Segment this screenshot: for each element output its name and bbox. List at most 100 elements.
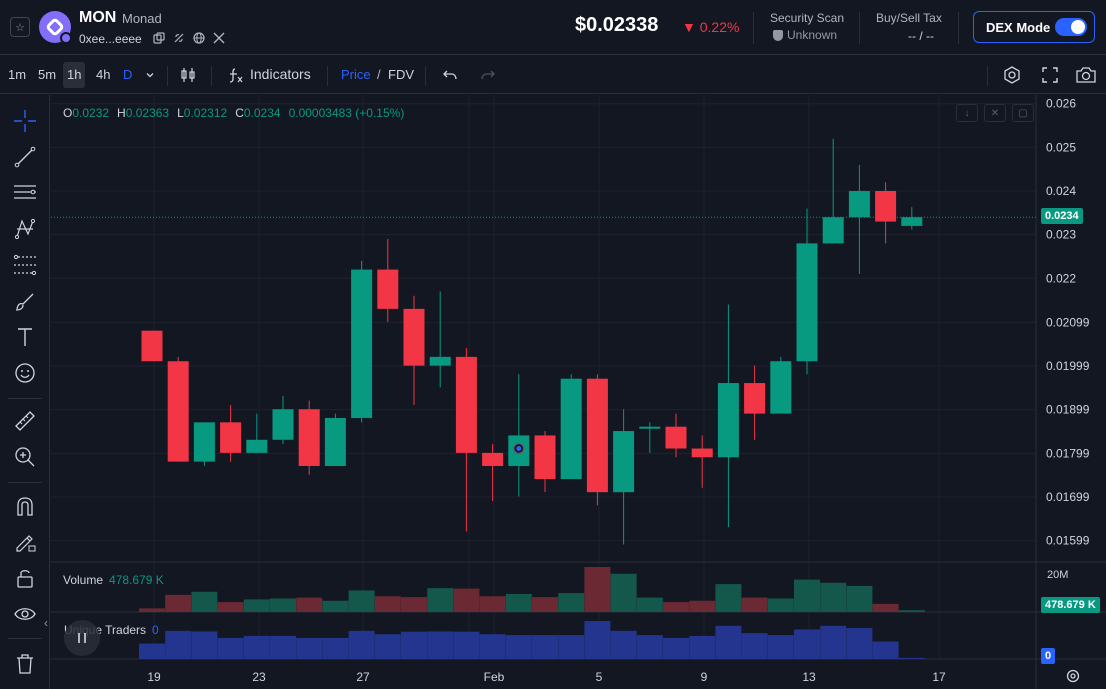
volume-value: 478.679 K bbox=[109, 573, 164, 587]
traders-value: 0 bbox=[152, 623, 159, 637]
volume-bar bbox=[165, 594, 192, 612]
fib-retracement-icon[interactable] bbox=[12, 252, 38, 278]
volume-bar bbox=[689, 600, 716, 612]
pencil-lock-icon[interactable] bbox=[12, 529, 38, 555]
token-symbol: MON bbox=[79, 9, 117, 26]
candle-body bbox=[272, 409, 294, 440]
chevron-down-icon[interactable] bbox=[139, 64, 161, 86]
star-icon[interactable]: ☆ bbox=[10, 17, 30, 37]
trend-line-icon[interactable] bbox=[12, 144, 38, 170]
gear-icon[interactable] bbox=[1064, 667, 1082, 685]
traders-bar bbox=[505, 635, 532, 659]
arrow-down-icon[interactable]: ↓ bbox=[956, 104, 978, 122]
pattern-icon[interactable] bbox=[12, 216, 38, 242]
candlestick-type-icon[interactable] bbox=[177, 64, 199, 86]
volume-bar bbox=[322, 600, 349, 612]
fdv-toggle[interactable]: FDV bbox=[388, 67, 414, 82]
traders-bar bbox=[715, 625, 742, 659]
ruler-icon[interactable] bbox=[12, 408, 38, 434]
price-toggle[interactable]: Price bbox=[341, 67, 371, 82]
undo-icon[interactable] bbox=[439, 64, 461, 86]
traders-bar bbox=[558, 635, 585, 659]
eye-icon[interactable] bbox=[12, 601, 38, 627]
volume-bar bbox=[767, 598, 794, 612]
settings-icon[interactable] bbox=[1001, 64, 1023, 86]
volume-bar bbox=[636, 597, 663, 612]
traders-bar bbox=[139, 643, 165, 659]
candle-body bbox=[403, 308, 425, 366]
volume-bar bbox=[715, 584, 742, 612]
lock-icon[interactable] bbox=[12, 565, 38, 591]
volume-tag: 478.679 K bbox=[1041, 597, 1100, 613]
candle-body bbox=[220, 422, 242, 453]
trash-icon[interactable] bbox=[12, 651, 38, 677]
x-twitter-icon[interactable] bbox=[212, 31, 226, 45]
traders-bar bbox=[322, 637, 349, 659]
traders-bar bbox=[610, 630, 637, 659]
price-axis-label: 0.01699 bbox=[1046, 490, 1090, 504]
emoji-icon[interactable] bbox=[12, 360, 38, 386]
candle-body bbox=[770, 361, 792, 414]
globe-icon[interactable] bbox=[192, 31, 206, 45]
text-icon[interactable] bbox=[12, 324, 38, 350]
price-change: ▼ 0.22% bbox=[682, 19, 740, 35]
ohlc-change: 0.00003483 (+0.15%) bbox=[288, 106, 405, 120]
collapse-icon[interactable]: ✕ bbox=[984, 104, 1006, 122]
magnet-icon[interactable] bbox=[12, 493, 38, 519]
indicators-icon[interactable] bbox=[225, 64, 247, 86]
price-axis-label: 0.01999 bbox=[1046, 359, 1090, 373]
time-axis-label: Feb bbox=[484, 670, 505, 684]
timeframe-1m[interactable]: 1m bbox=[8, 67, 27, 82]
traders-bar bbox=[191, 631, 218, 659]
horizontal-lines-icon[interactable] bbox=[12, 180, 38, 206]
price-chart[interactable]: 0.026 0.025 0.024 0.023 0.022 0.02099 0.01999 0… bbox=[51, 95, 1106, 689]
brush-icon[interactable] bbox=[12, 288, 38, 314]
traders-bar bbox=[636, 635, 663, 659]
security-scan-value[interactable]: Unknown bbox=[773, 28, 837, 42]
candle-body bbox=[351, 269, 373, 418]
volume-bar bbox=[794, 579, 820, 612]
divider bbox=[958, 12, 959, 44]
ohlc-legend: O 0.0232 H 0.02363 L 0.02312 C 0.0234 0.0000… bbox=[63, 106, 405, 120]
price-axis-label: 0.02099 bbox=[1046, 315, 1090, 329]
timeframe-4h[interactable]: 4h bbox=[96, 67, 111, 82]
indicators-button[interactable]: Indicators bbox=[250, 66, 311, 82]
timeframe-5m[interactable]: 5m bbox=[38, 67, 57, 82]
traders-bar bbox=[296, 637, 323, 659]
traders-bar bbox=[401, 631, 427, 659]
toggle-switch[interactable] bbox=[1055, 18, 1087, 36]
zoom-in-icon[interactable] bbox=[12, 444, 38, 470]
token-address[interactable]: 0xee...eeee bbox=[79, 32, 142, 46]
volume-bar bbox=[270, 598, 296, 612]
no-link-icon[interactable] bbox=[172, 31, 186, 45]
copy-icon[interactable] bbox=[152, 31, 166, 45]
timeframe-d[interactable]: D bbox=[123, 67, 133, 82]
volume-bar bbox=[898, 610, 925, 612]
timeframe-1h[interactable]: 1h bbox=[63, 62, 86, 88]
candle-body bbox=[298, 409, 320, 466]
candle-body bbox=[534, 435, 556, 480]
candle-body bbox=[246, 439, 268, 453]
candle-body bbox=[482, 452, 504, 466]
volume-bar bbox=[217, 602, 244, 612]
redo-icon[interactable] bbox=[477, 64, 499, 86]
traders-bar bbox=[532, 635, 558, 659]
volume-bar bbox=[401, 597, 427, 612]
fullscreen-icon[interactable] bbox=[1039, 64, 1061, 86]
drawing-toolbar bbox=[0, 95, 50, 689]
maximize-pane-icon[interactable]: ▢ bbox=[1012, 104, 1034, 122]
drag-handle-icon[interactable] bbox=[64, 620, 100, 656]
traders-bar bbox=[348, 630, 375, 659]
candle-body bbox=[586, 378, 608, 493]
chevron-left-icon[interactable]: ‹ bbox=[44, 616, 48, 630]
traders-bar bbox=[165, 630, 192, 659]
camera-icon[interactable] bbox=[1075, 64, 1097, 86]
traders-bar bbox=[217, 637, 244, 659]
traders-bar bbox=[584, 621, 611, 659]
shield-icon bbox=[773, 29, 783, 41]
address-actions bbox=[152, 31, 226, 45]
crosshair-icon[interactable] bbox=[12, 108, 38, 134]
traders-bar bbox=[270, 635, 296, 659]
price-axis-label: 0.025 bbox=[1046, 140, 1076, 154]
dex-mode-toggle[interactable]: DEX Mode bbox=[973, 11, 1095, 43]
